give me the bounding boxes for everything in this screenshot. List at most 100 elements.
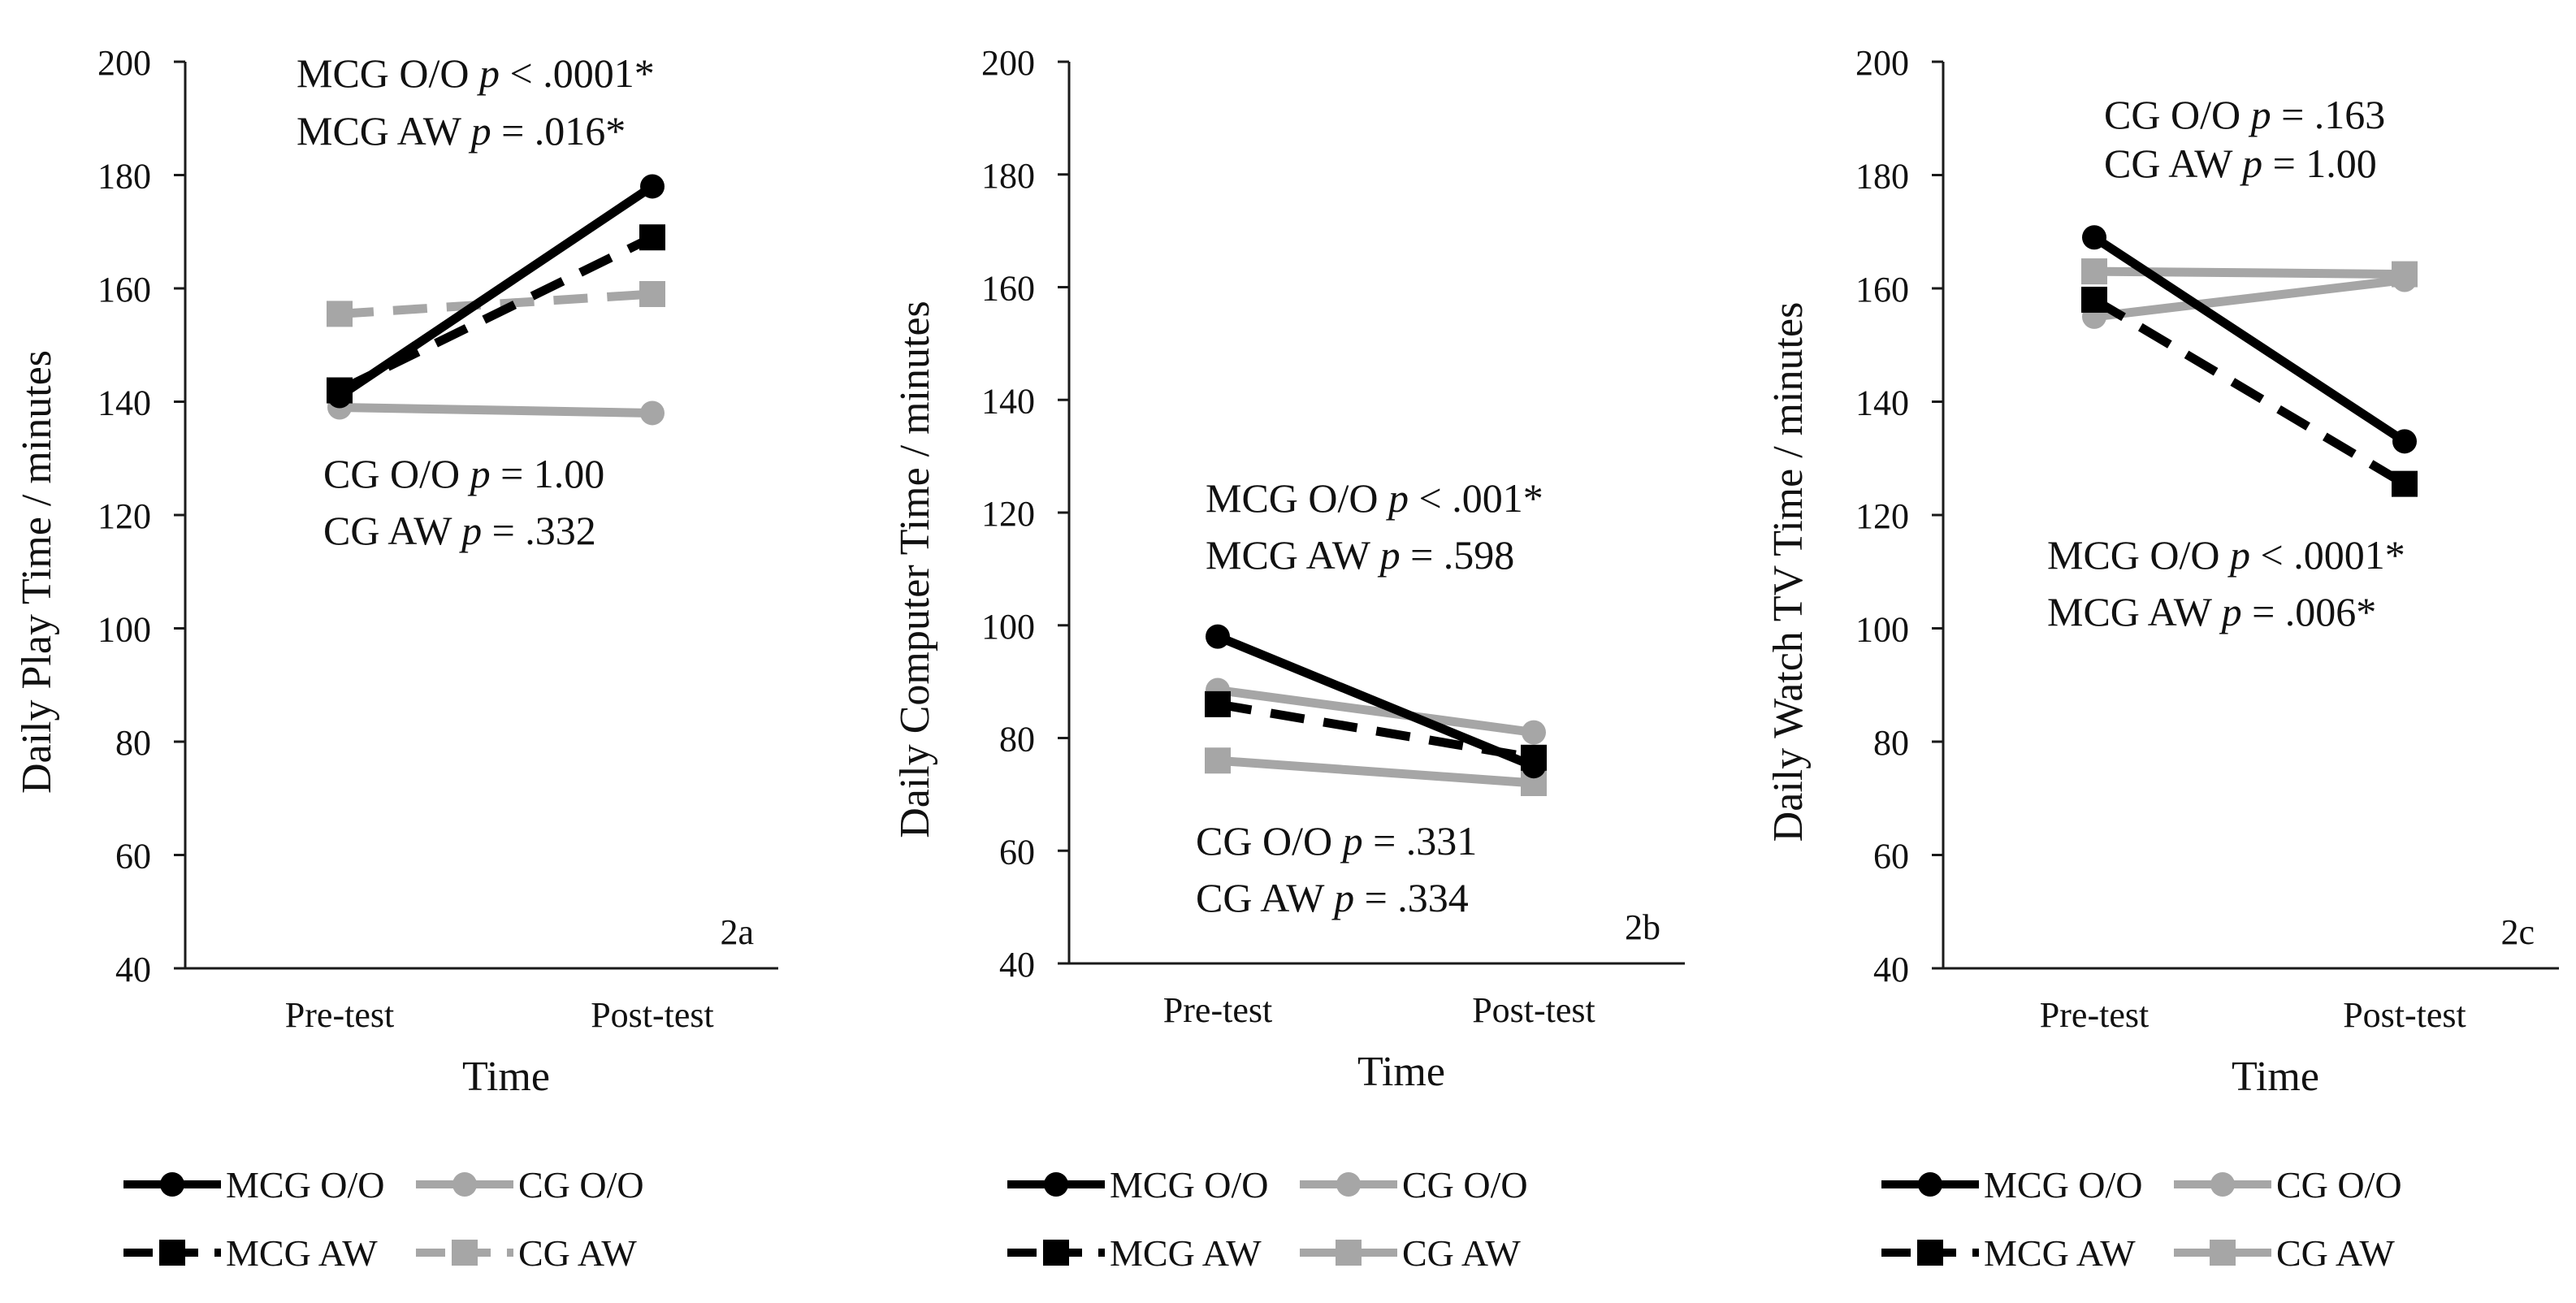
y-tick-label: 80 [999, 720, 1035, 760]
series-line [1217, 755, 1535, 788]
p-value-annotation: MCG O/O p < .0001* [297, 50, 655, 96]
series-line [337, 233, 655, 395]
data-point [2392, 429, 2417, 454]
data-point [1205, 747, 1231, 774]
x-tick-label: Post-test [2343, 995, 2466, 1035]
data-point [640, 174, 665, 199]
p-value-annotation: MCG O/O p < .001* [1206, 475, 1543, 521]
y-tick-label: 40 [999, 945, 1035, 985]
chart-panel-2a: 40 60 80 100 120 140 160 180 200 Pre-test Post-tes… [14, 43, 778, 1274]
panel-label: 2a [720, 912, 754, 952]
series-line [1217, 686, 1535, 738]
legend-marker [2210, 1240, 2236, 1266]
y-axis-label: Daily Watch TV Time / minutes [1765, 302, 1812, 842]
legend-entry: CG AW [518, 1232, 637, 1274]
p-value-annotation: CG AW p = .332 [323, 508, 596, 553]
series-line [2091, 233, 2408, 445]
legend-marker [160, 1172, 184, 1197]
data-point [2082, 225, 2106, 250]
y-tick-label: 60 [115, 837, 151, 877]
series-cg-aw [327, 280, 665, 327]
series-line [2093, 275, 2405, 322]
panel-label: 2c [2500, 912, 2535, 952]
legend-entry: CG AW [2276, 1232, 2395, 1274]
p-value-annotation: CG O/O p = .331 [1196, 818, 1477, 864]
legend-marker [1917, 1240, 1943, 1266]
legend-marker [2210, 1172, 2235, 1197]
y-tick-label: 140 [97, 383, 151, 423]
x-tick-label: Pre-test [1163, 990, 1272, 1030]
y-tick-label: 40 [115, 950, 151, 989]
y-tick-label: 100 [981, 607, 1035, 647]
p-value-annotation: MCG AW p = .006* [2047, 589, 2376, 634]
legend-marker [1336, 1240, 1362, 1266]
series-mcg-o-o [327, 174, 665, 409]
p-value-annotation: MCG AW p = .598 [1206, 532, 1514, 578]
y-tick-label: 200 [97, 43, 151, 83]
legend-marker [1044, 1172, 1068, 1197]
y-tick-label: 80 [1873, 723, 1909, 763]
data-point [639, 224, 665, 251]
y-tick-label: 100 [97, 610, 151, 650]
x-axis-label: Time [2232, 1054, 2319, 1100]
x-axis-label: Time [1357, 1049, 1445, 1095]
series-mcg-o-o [2082, 225, 2417, 454]
y-tick-label: 200 [981, 43, 1035, 83]
legend-entry: MCG O/O [1984, 1164, 2143, 1206]
series-line [336, 182, 656, 400]
legend-marker [1336, 1172, 1361, 1197]
y-tick-label: 80 [115, 723, 151, 763]
series-mcg-aw [2081, 286, 2418, 497]
y-tick-label: 180 [1855, 157, 1909, 197]
series-mcg-aw [1205, 690, 1547, 771]
y-tick-label: 160 [981, 269, 1035, 309]
y-tick-label: 40 [1873, 950, 1909, 989]
legend-entry: CG O/O [518, 1164, 644, 1206]
legend: MCG O/O CG O/O MCG AW CG AW [1007, 1164, 1528, 1274]
data-point [640, 400, 665, 426]
p-value-annotation: CG AW p = .334 [1196, 875, 1469, 920]
series-cg-o-o [327, 395, 665, 426]
data-point [1205, 690, 1231, 717]
y-tick-label: 120 [981, 494, 1035, 534]
y-tick-label: 180 [981, 156, 1035, 196]
y-tick-label: 100 [1855, 610, 1909, 650]
p-value-annotation: CG O/O p = .163 [2104, 92, 2385, 137]
y-tick-label: 200 [1855, 43, 1909, 83]
legend-entry: MCG AW [1110, 1232, 1262, 1274]
data-point [639, 280, 665, 307]
p-value-annotation: MCG AW p = .016* [297, 108, 626, 154]
legend: MCG O/O CG O/O MCG AW CG AW [1881, 1164, 2402, 1274]
y-tick-label: 120 [97, 496, 151, 536]
x-tick-label: Pre-test [2040, 995, 2149, 1035]
data-point [1206, 624, 1230, 649]
legend-entry: CG AW [1402, 1232, 1521, 1274]
legend-entry: CG O/O [1402, 1164, 1528, 1206]
data-point [327, 377, 353, 404]
chart-panel-2b: 40 60 80 100 120 140 160 180 200 Pre-test Post-tes… [892, 43, 1685, 1274]
y-axis-label: Daily Computer Time / minutes [892, 301, 938, 838]
y-tick-label: 120 [1855, 496, 1909, 536]
legend-marker [159, 1240, 185, 1266]
legend-marker [1043, 1240, 1069, 1266]
data-point [2081, 258, 2107, 285]
p-value-annotation: MCG O/O p < .0001* [2047, 532, 2405, 578]
y-tick-label: 160 [97, 270, 151, 310]
legend-entry: CG O/O [2276, 1164, 2402, 1206]
data-point [327, 301, 353, 327]
series-line [339, 402, 653, 418]
legend-entry: MCG AW [1984, 1232, 2136, 1274]
legend-marker [1918, 1172, 1942, 1197]
data-point [1521, 744, 1547, 771]
legend-entry: MCG O/O [1110, 1164, 1269, 1206]
legend-entry: MCG O/O [226, 1164, 385, 1206]
legend-marker [452, 1240, 478, 1266]
legend-entry: MCG AW [226, 1232, 378, 1274]
x-axis-label: Time [462, 1054, 550, 1100]
y-tick-label: 180 [97, 157, 151, 197]
chart-panel-2c: 40 60 80 100 120 140 160 180 200 Pre-test Post-tes… [1765, 43, 2559, 1274]
data-point [2392, 261, 2418, 288]
y-tick-label: 140 [1855, 383, 1909, 423]
x-tick-label: Pre-test [285, 995, 394, 1035]
